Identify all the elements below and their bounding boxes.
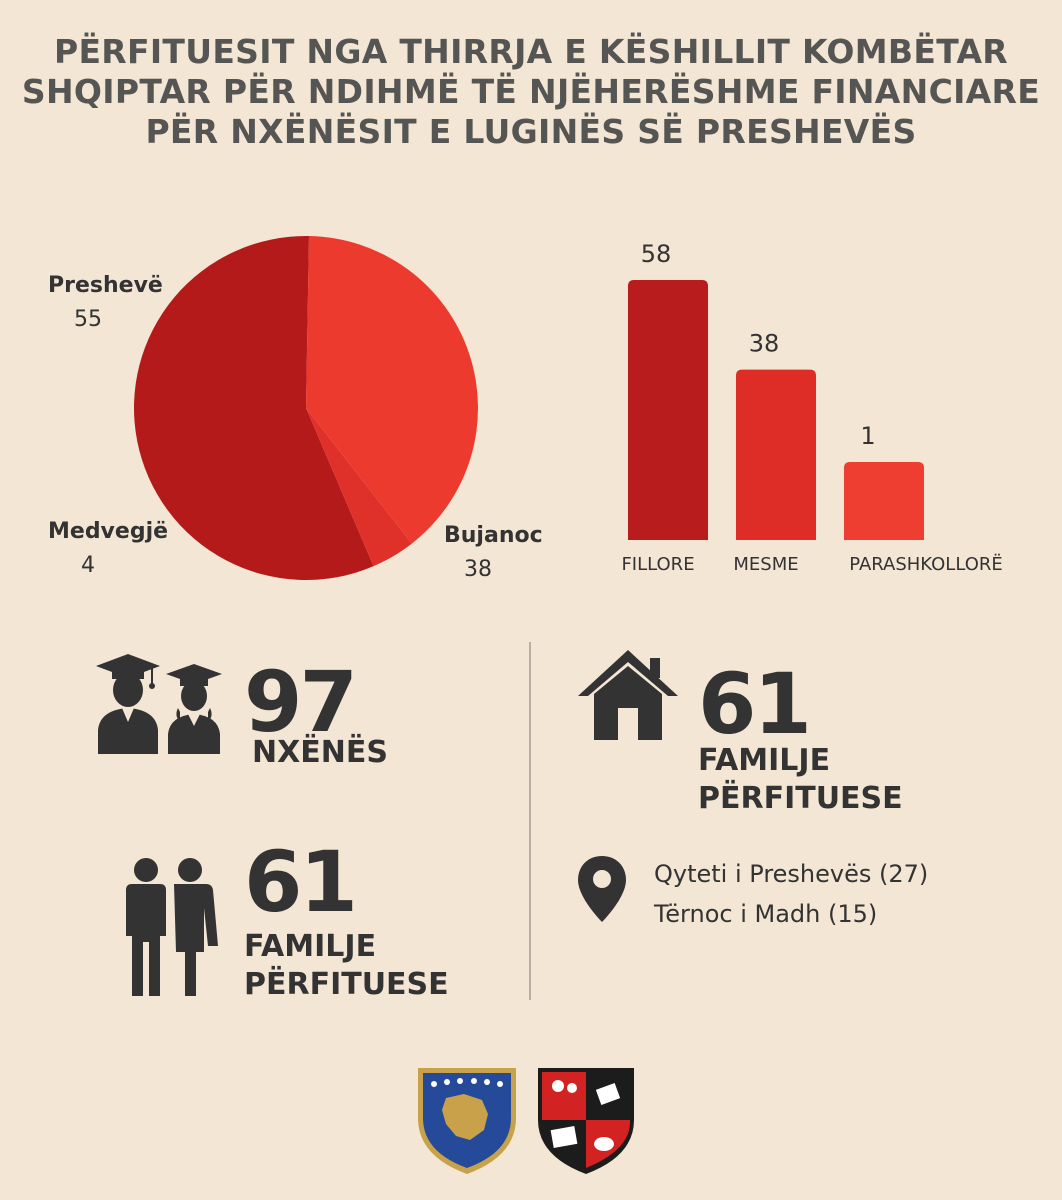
families-count-right: 61 (698, 655, 812, 753)
albanian-national-council-emblem (538, 1068, 634, 1174)
page-title: PËRFITUESIT NGA THIRRJA E KËSHILLIT KOMB… (0, 32, 1062, 152)
bar-category-label: MESME (733, 554, 798, 575)
pie-value-label: 4 (81, 553, 95, 578)
title-line: SHQIPTAR PËR NDIHMË TË NJËHERËSHME FINAN… (21, 72, 1041, 111)
graduates-icon (96, 654, 222, 754)
pie-slice-preshevë (133, 236, 374, 581)
bar-fillore (628, 280, 708, 540)
bar-category-label: PARASHKOLLORË (849, 554, 1003, 575)
bar-parashkollorë (844, 462, 924, 540)
bar-mesme (736, 369, 816, 540)
families-count: 61 (244, 833, 358, 931)
pie-label: Medvegjë (48, 519, 168, 544)
house-icon (578, 650, 678, 740)
pie-value-label: 38 (464, 557, 492, 582)
bar-category-label: FILLORE (621, 554, 694, 575)
pie-slice-medvegjë (306, 408, 412, 567)
families-label-2: PËRFITUESE (244, 967, 449, 1002)
location-item: Qyteti i Preshevës (27) (654, 860, 929, 888)
bar-data-label: 38 (749, 330, 780, 358)
pie-value-label: 55 (74, 307, 102, 332)
pie-label: Bujanoc (444, 523, 543, 548)
pie-label: Preshevë (48, 273, 163, 298)
column-divider (529, 642, 531, 1000)
families-label-right: FAMILJE (698, 743, 831, 778)
families-label-right-2: PËRFITUESE (698, 781, 903, 816)
charts-area: Preshevë 55 Medvegjë 4 Bujanoc 38 58 FILLORE 38… (48, 236, 1003, 582)
kosovo-coat-of-arms (418, 1068, 516, 1174)
location-item: Tërnoc i Madh (15) (654, 900, 878, 928)
logos (418, 1068, 634, 1174)
students-label: NXËNËS (252, 735, 388, 770)
title-line: PËRFITUESIT NGA THIRRJA E KËSHILLIT KOMB… (53, 32, 1009, 71)
families-label: FAMILJE (244, 929, 377, 964)
bar-chart: 58 FILLORE 38 MESME 1 PARASHKOLLORË (621, 240, 1002, 575)
students-count: 97 (244, 653, 358, 751)
pie-chart: Preshevë 55 Medvegjë 4 Bujanoc 38 (48, 236, 543, 582)
couple-icon (126, 858, 218, 996)
pie-slice-bujanoc (306, 236, 478, 544)
bar-data-label: 1 (860, 422, 875, 450)
map-pin-icon (578, 856, 626, 922)
title-line: PËR NXËNËSIT E LUGINËS SË PRESHEVËS (145, 112, 917, 151)
bar-data-label: 58 (641, 240, 672, 268)
